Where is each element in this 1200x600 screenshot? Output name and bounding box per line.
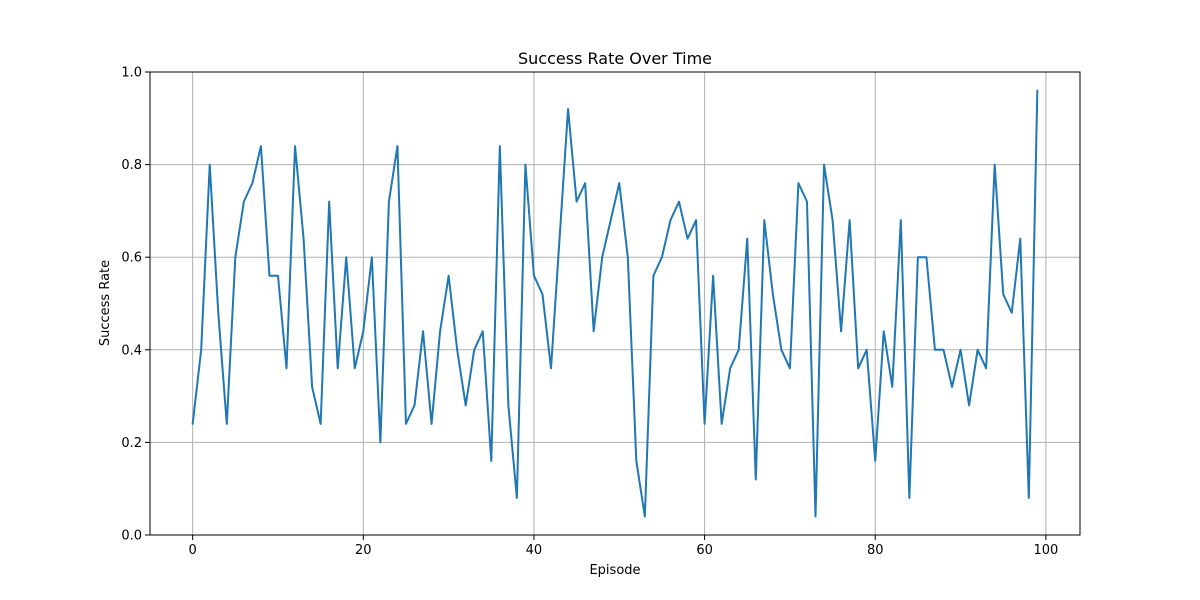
x-tick-label: 40 — [526, 543, 543, 558]
x-tick-label: 100 — [1033, 543, 1058, 558]
x-tick-label: 0 — [189, 543, 197, 558]
series-layer — [191, 89, 1039, 518]
y-axis: 0.0 0.2 0.4 0.6 0.8 1.0 — [121, 66, 150, 544]
y-tick-label: 0.8 — [121, 158, 142, 173]
plot-frame — [149, 71, 1081, 536]
y-tick-label: 0.4 — [121, 343, 142, 358]
x-axis-label: Episode — [589, 563, 640, 578]
chart-title: Success Rate Over Time — [518, 49, 712, 68]
y-tick-label: 1.0 — [121, 66, 142, 81]
y-axis-label: Success Rate — [98, 260, 113, 346]
x-axis: 0 20 40 60 80 100 — [189, 535, 1058, 558]
x-tick-label: 60 — [696, 543, 713, 558]
y-tick-label: 0.2 — [121, 436, 142, 451]
y-tick-label: 0.0 — [121, 529, 142, 544]
x-tick-label: 20 — [355, 543, 372, 558]
x-tick-label: 80 — [867, 543, 884, 558]
series-line — [191, 89, 1039, 518]
y-tick-label: 0.6 — [121, 251, 142, 266]
plot-area-border — [149, 71, 1081, 536]
